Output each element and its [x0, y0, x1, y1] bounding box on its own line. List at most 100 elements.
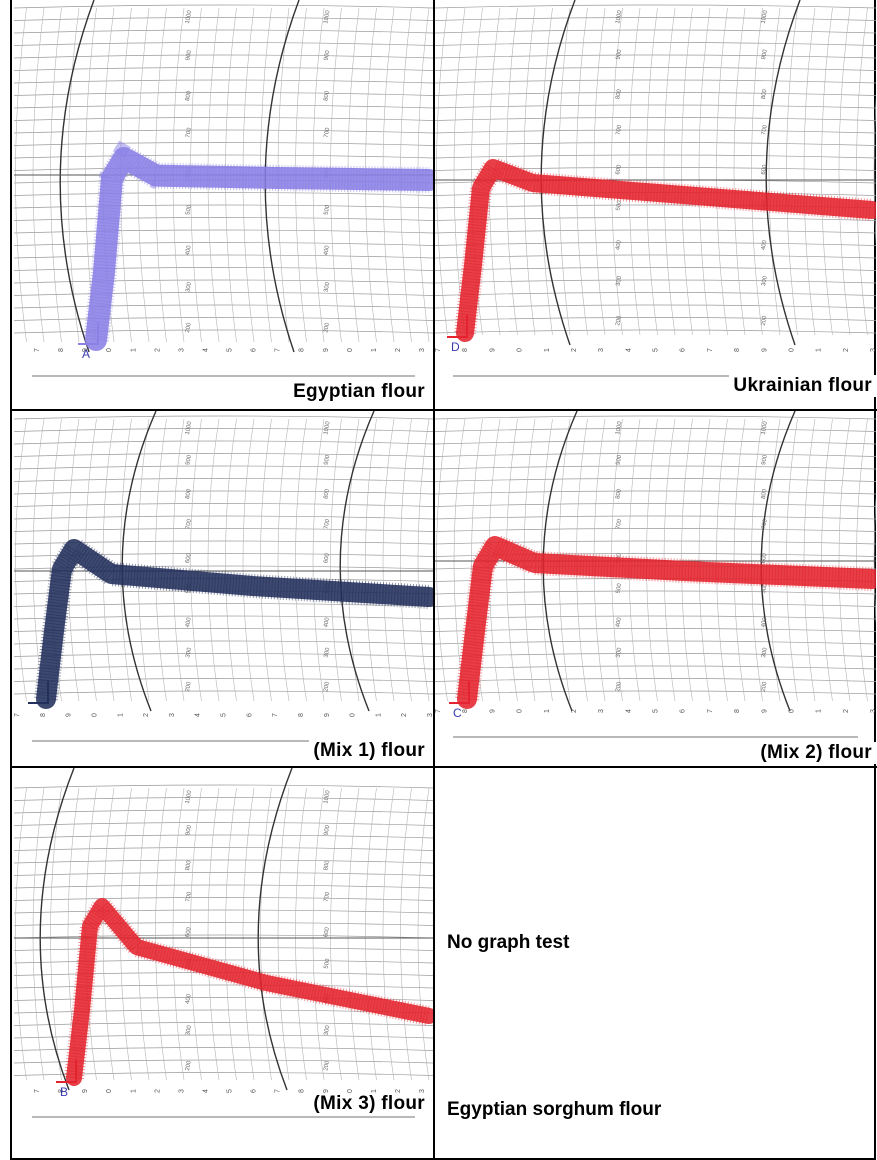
grid-hline [14, 4, 433, 9]
time-tick-label: 9 [323, 1089, 330, 1093]
grid-vline [768, 7, 781, 336]
grid-vline [716, 418, 728, 702]
grid-hline [14, 428, 433, 432]
grid-vline [628, 7, 641, 336]
grid-hline [14, 909, 433, 914]
grid-hline [14, 822, 433, 826]
grid-vline [417, 787, 430, 1081]
scale-label: 400 [185, 244, 193, 256]
grid-hline [435, 267, 876, 271]
chart-arc [765, 0, 801, 346]
time-tick-label: 4 [625, 709, 632, 713]
grid-hline [435, 242, 876, 246]
grid-hline [14, 565, 433, 570]
scale-label: 900 [324, 49, 332, 61]
grid-hline [14, 242, 433, 246]
trace-noise [454, 154, 873, 335]
panel-caption: Egyptian sorghum flour [447, 1099, 662, 1120]
scale-label: 600 [185, 926, 193, 938]
grid-hline [435, 67, 876, 71]
grid-hline [14, 217, 433, 221]
scale-label: 700 [185, 127, 193, 139]
time-tick-label: 4 [195, 713, 202, 717]
panel-egyptian-sorghum-flour: No graph test Egyptian sorghum flour [435, 768, 876, 1160]
time-tick-label: 0 [788, 348, 795, 352]
grid-hline [14, 142, 433, 146]
time-tick-label: 9 [324, 713, 331, 717]
grid-vline [436, 7, 448, 336]
scale-label: 400 [615, 616, 623, 628]
grid-hline [14, 809, 433, 814]
grid-vline [400, 787, 412, 1081]
grid-hline [14, 204, 433, 209]
time-tick-label: 9 [82, 348, 89, 352]
time-tick-label: 1 [816, 348, 823, 352]
scale-label: 1000 [615, 420, 623, 435]
sample-mark: D [451, 340, 460, 354]
grid-hline [435, 4, 876, 9]
grid-vline [382, 787, 395, 1081]
grid-hline [14, 665, 433, 670]
grid-hline [14, 154, 433, 159]
grid-hline [14, 104, 433, 109]
grid-vline [260, 418, 272, 702]
scale-label: 800 [615, 88, 623, 100]
time-tick-label: 8 [40, 713, 47, 717]
time-tick-label: 0 [347, 348, 354, 352]
farinograph-chart: 2003004005006007008009001000200300400500… [435, 0, 876, 377]
grid-vline [225, 418, 237, 702]
scale-label: 800 [185, 90, 193, 102]
time-tick-label: 4 [202, 348, 209, 352]
trace-start [447, 315, 468, 338]
grid-vline [838, 418, 851, 702]
grid-vline [15, 787, 27, 1081]
grid-hline [435, 528, 876, 532]
scale-label: 200 [323, 681, 331, 693]
scale-label: 300 [185, 647, 193, 659]
scale-label: 400 [761, 239, 769, 251]
trace-noise [83, 140, 430, 342]
grid-hline [435, 229, 876, 234]
scale-label: 400 [615, 239, 623, 251]
grid-hline [14, 834, 433, 839]
time-tick-label: 0 [106, 1089, 113, 1093]
scale-label: 700 [324, 127, 332, 139]
grid-hline [14, 897, 433, 901]
time-tick-label: 0 [788, 709, 795, 713]
panel-mix2-flour: 200 300 400 500 600 700 800 900 1000 200 300 400 500… [435, 411, 876, 766]
grid-vline [803, 7, 816, 336]
scale-label: 1000 [323, 9, 331, 24]
grid-hline [435, 503, 876, 507]
grid-hline [14, 415, 433, 420]
time-tick-label: 2 [143, 713, 150, 717]
grid-vline [190, 787, 202, 1081]
time-tick-label: 5 [653, 709, 660, 713]
scale-label: 700 [324, 518, 332, 530]
grid-vline [295, 787, 307, 1081]
grid-vline [681, 7, 693, 336]
grid-hline [14, 922, 433, 926]
time-tick-label: 3 [427, 713, 433, 717]
grid-hline [435, 117, 876, 121]
time-tick-label: 8 [462, 348, 469, 352]
grid-vline [646, 7, 658, 336]
time-tick-label: 0 [350, 713, 357, 717]
grid-hline [14, 117, 433, 121]
time-tick-label: 6 [251, 1089, 258, 1093]
grid-hline [435, 428, 876, 432]
grid-vline [873, 97, 876, 246]
time-tick-label: 3 [870, 348, 876, 352]
grid-hline [435, 42, 876, 46]
grid-vline [277, 418, 290, 702]
scale-label: 400 [761, 616, 769, 628]
time-tick-label: 0 [517, 348, 524, 352]
grid-vline [365, 418, 377, 702]
row-divider-2 [12, 766, 877, 768]
grid-vline [821, 418, 833, 702]
scale-label: 800 [761, 488, 769, 500]
scale-label: 1000 [761, 9, 769, 24]
grid-hline [435, 254, 876, 259]
time-tick-label: 9 [66, 713, 73, 717]
time-tick-label: 1 [130, 1089, 137, 1093]
grid-vline [786, 418, 798, 702]
